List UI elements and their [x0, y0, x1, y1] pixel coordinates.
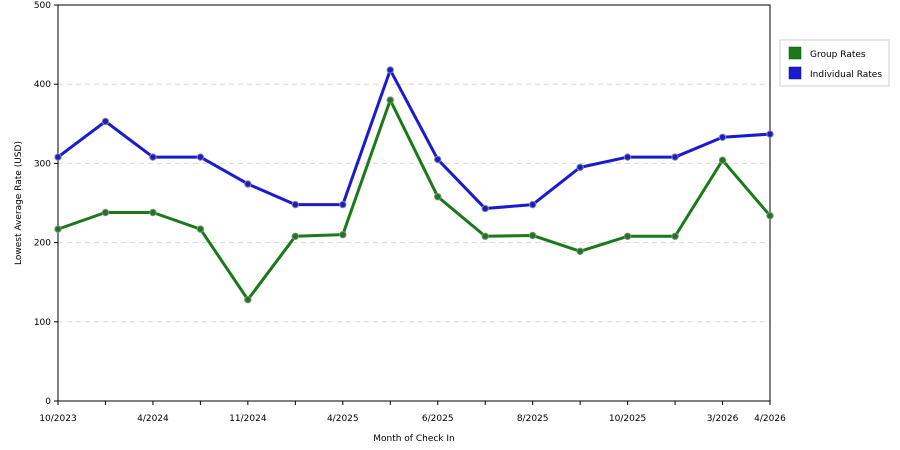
data-point-group-rates	[434, 192, 442, 201]
y-tick-label: 0	[45, 397, 51, 407]
data-point-group-rates	[576, 247, 584, 256]
x-axis: 10/2023 4/2024 11/2024 4/2025 6/2025 8/2025 10…	[39, 401, 786, 424]
data-point-individual-rates	[244, 180, 252, 188]
data-point-group-rates	[718, 156, 727, 164]
data-point-individual-rates	[101, 117, 110, 126]
data-point-individual-rates	[434, 155, 442, 164]
legend: Group Rates Individual Rates	[779, 39, 890, 87]
data-point-individual-rates	[623, 153, 632, 161]
data-point-individual-rates	[54, 153, 62, 161]
plot-area-frame	[57, 4, 771, 402]
y-tick-label: 300	[34, 159, 51, 169]
data-point-group-rates	[101, 208, 110, 217]
data-point-individual-rates	[481, 204, 489, 213]
data-point-group-rates	[54, 225, 62, 233]
data-point-group-rates	[339, 230, 347, 239]
series-line-group-rates	[57, 98, 772, 302]
data-point-group-rates	[528, 231, 537, 240]
data-point-group-rates	[623, 232, 632, 240]
legend-label-group-rates: Group Rates	[810, 50, 866, 60]
series-lines	[54, 66, 774, 304]
data-point-individual-rates	[291, 200, 300, 209]
data-point-group-rates	[244, 295, 252, 304]
data-point-individual-rates	[766, 130, 774, 138]
x-tick-label: 8/2025	[517, 414, 549, 424]
y-tick-label: 100	[34, 318, 51, 328]
y-axis: 0 100 200 300 400 500	[34, 1, 58, 407]
data-point-group-rates	[149, 208, 157, 217]
data-point-individual-rates	[196, 153, 205, 161]
data-point-group-rates	[481, 232, 489, 240]
data-point-individual-rates	[528, 200, 537, 209]
data-point-individual-rates	[671, 153, 679, 161]
y-tick-label: 500	[34, 1, 51, 11]
x-tick-label: 4/2025	[327, 414, 359, 424]
y-axis-title: Lowest Average Rate (USD)	[14, 141, 24, 265]
data-point-individual-rates	[149, 153, 157, 161]
legend-label-individual-rates: Individual Rates	[810, 70, 882, 80]
data-point-group-rates	[766, 211, 774, 220]
data-point-individual-rates	[339, 200, 347, 209]
x-tick-label: 4/2026	[754, 414, 786, 424]
data-point-individual-rates	[386, 66, 394, 74]
y-tick-label: 200	[34, 239, 51, 249]
legend-swatch-group-rates	[788, 46, 802, 60]
x-tick-label: 11/2024	[229, 414, 267, 424]
x-tick-label: 10/2025	[609, 414, 646, 424]
x-tick-label: 3/2026	[707, 414, 739, 424]
data-point-group-rates	[386, 96, 394, 104]
data-point-group-rates	[671, 232, 679, 240]
data-point-individual-rates	[718, 133, 727, 141]
y-tick-label: 400	[34, 80, 51, 90]
x-axis-title: Month of Check In	[373, 434, 455, 444]
x-tick-label: 4/2024	[137, 414, 169, 424]
data-point-group-rates	[196, 225, 205, 233]
series-line-individual-rates	[57, 68, 771, 211]
legend-swatch-individual-rates	[788, 66, 802, 80]
data-point-group-rates	[291, 232, 300, 240]
x-tick-label: 6/2025	[422, 414, 454, 424]
grid-lines	[58, 83, 770, 323]
x-tick-label: 10/2023	[39, 414, 76, 424]
data-point-individual-rates	[576, 163, 584, 172]
